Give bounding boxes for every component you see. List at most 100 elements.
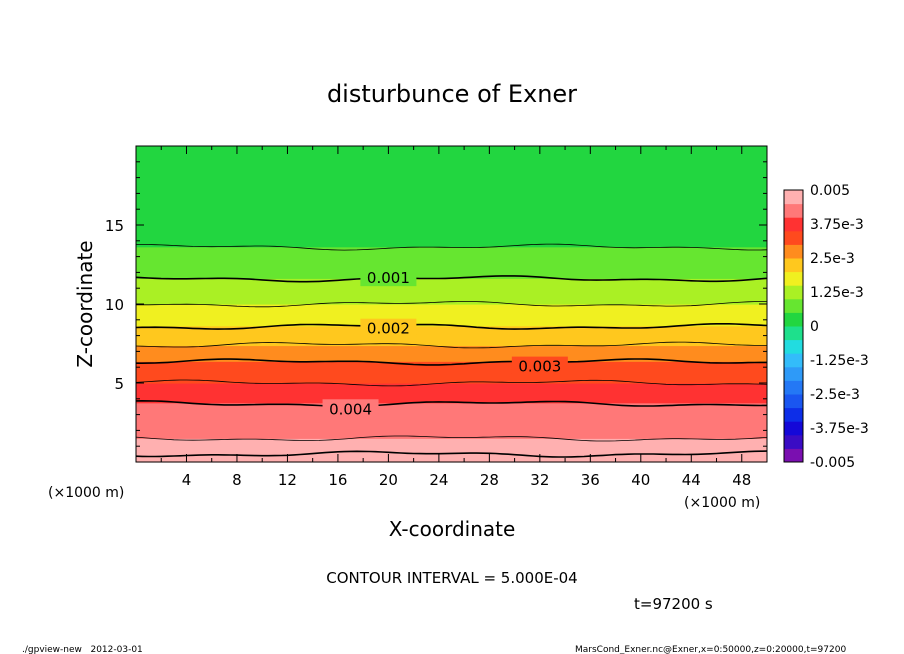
field-cell [136,367,767,370]
field-cell [136,384,767,388]
contour-line [135,379,768,387]
field-cell [136,388,767,392]
field-cell [136,424,767,428]
field-cell [136,349,767,352]
field-cell [136,440,767,443]
field-cell [136,250,767,254]
field-cell [136,325,767,329]
field-cell [136,244,767,248]
field-cell [136,260,767,264]
field-cell [136,392,767,396]
field-cell [136,197,767,200]
field-cell [136,171,767,175]
x-tick-label: 24 [429,471,448,489]
field-cell [136,333,767,337]
field-cell [136,337,767,341]
field-cell [136,426,767,430]
x-unit-label: (×1000 m) [48,485,124,501]
colorbar-swatch [784,380,803,395]
colorbar-swatch [784,407,803,422]
field-cell [136,207,767,210]
field-cell [136,266,767,270]
field-cell [136,375,767,378]
field-cell [136,331,767,335]
x-axis-label: X-coordinate [389,517,516,541]
contour-line [135,450,768,458]
field-cell [136,428,767,431]
field-cell [136,147,767,151]
x-tick-label: 40 [631,471,650,489]
field-cell [136,256,767,260]
x-unit-label-right: (×1000 m) [684,495,760,511]
y-tick-label: 15 [105,217,124,235]
contour-line [135,275,768,283]
field-cell [136,221,767,224]
x-tick-label: 48 [732,471,751,489]
field-cell [136,240,767,244]
colorbar-label: -1.25e-3 [810,353,869,369]
field-cell [136,258,767,262]
contour-fill [136,146,767,463]
field-cell [136,317,767,321]
colorbar-swatch [784,258,803,273]
field-cell [136,284,767,287]
contour-line [136,243,768,251]
field-cell [136,272,767,275]
field-cell [136,448,767,451]
field-cell [136,408,767,412]
field-cell [136,209,767,212]
field-cell [136,416,767,420]
field-cell [136,161,767,165]
field-cell [136,450,767,453]
field-cell [136,153,767,157]
colorbar-swatch [784,326,803,341]
field-cell [136,292,767,295]
colorbar-label: -2.5e-3 [810,387,860,403]
colorbar-swatch [784,366,803,381]
field-cell [136,383,767,386]
field-cell [136,373,767,376]
field-cell [136,355,767,358]
field-cell [136,173,767,177]
field-cell [136,444,767,447]
contour-line [135,435,768,442]
field-cell [136,379,767,382]
field-cell [136,456,767,459]
colorbar-swatch [784,339,803,354]
colorbar-swatch [784,230,803,245]
x-tick-label: 32 [530,471,549,489]
field-cell [136,402,767,406]
field-cell [136,327,767,331]
field-cell [136,149,767,153]
field-cell [136,351,767,354]
field-cell [136,412,767,416]
field-cell [136,191,767,195]
colorbar-label: 2.5e-3 [810,251,855,267]
contour-label: 0.004 [329,400,372,418]
x-tick-label: 28 [480,471,499,489]
field-cell [136,213,767,216]
field-cell [136,390,767,394]
field-cell [136,414,767,418]
colorbar-swatch [784,448,803,463]
field-cell [136,175,767,179]
contour-label: 0.002 [367,320,410,338]
field-cell [136,177,767,181]
y-tick-label: 5 [114,375,124,393]
field-cell [136,167,767,171]
field-cell [136,159,767,163]
footer-right: MarsCond_Exner.nc@Exner,x=0:50000,z=0:20… [575,645,846,654]
field-cell [136,296,767,299]
field-cell [136,438,767,441]
field-cell [136,302,767,305]
field-cell [136,242,767,246]
field-cell [136,223,767,226]
field-cell [136,458,767,461]
field-cell [136,341,767,345]
field-cell [136,225,767,228]
contour-interval-text: CONTOUR INTERVAL = 5.000E-04 [326,569,577,587]
field-cell [136,315,767,319]
field-cell [136,280,767,283]
field-cell [136,353,767,356]
field-cell [136,305,767,309]
